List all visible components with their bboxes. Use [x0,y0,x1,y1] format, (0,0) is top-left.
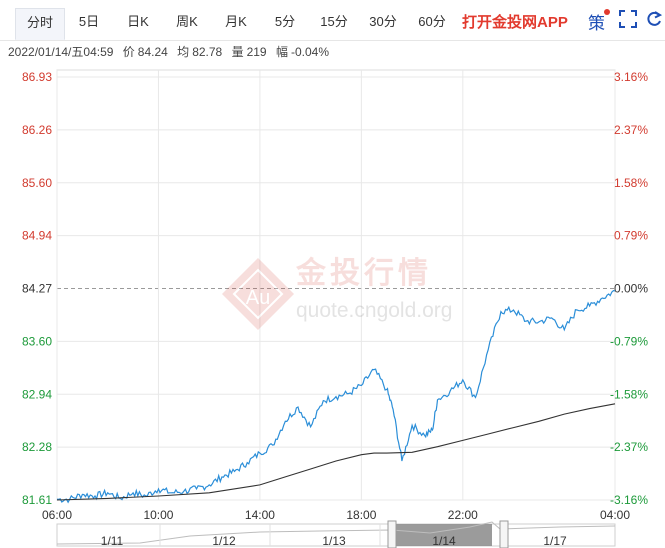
fullscreen-icon[interactable] [619,10,637,28]
watermark-logo-icon: Au [222,258,294,330]
navigator-date-label: 1/12 [212,534,236,548]
chart-series [56,289,616,504]
price-line [56,289,616,504]
chart-axes: 86.93 3.16% 86.26 2.37% 85.60 1.58% 84.94 0.79%… [22,70,648,522]
volume-label: 量 [231,45,244,59]
x-tick-label: 18:00 [346,508,376,522]
volume-value: 219 [246,45,267,59]
refresh-icon[interactable] [645,9,663,29]
open-app-link[interactable]: 打开金投网APP [462,14,568,31]
tab-30-min[interactable]: 30分 [369,14,397,29]
y-tick-label-left: 83.60 [22,334,52,348]
navigator-sparkline [56,521,616,545]
navigator-date-label: 1/13 [322,534,346,548]
y-tick-label-left: 86.93 [22,70,52,84]
navigator-selected-range [392,524,492,546]
y-tick-label-right: -0.79% [610,334,648,348]
y-tick-label-left: 85.60 [22,176,52,190]
x-tick-label: 06:00 [42,508,72,522]
tab-weekly-k[interactable]: 周K [176,14,198,29]
tab-5-min[interactable]: 5分 [274,14,296,29]
x-tick-label: 14:00 [245,508,275,522]
avg-label: 均 [177,45,190,59]
y-tick-label-right: -1.58% [610,387,648,401]
navigator-right-handle [499,520,509,548]
y-tick-label-right: 0.00% [614,282,648,296]
y-tick-label-right: 3.16% [614,70,648,84]
y-tick-label-left: 84.94 [22,229,52,243]
change-value: -0.04% [290,45,329,59]
range-navigator: 1/11 1/12 1/13 1/14 1/17 [56,520,616,548]
y-tick-label-left: 86.26 [22,123,52,137]
chart-grid [56,69,616,501]
y-tick-label-right: -2.37% [610,440,648,454]
notification-dot [604,9,610,15]
watermark-logo-text: Au [246,287,270,309]
navigator-left-handle [387,520,397,548]
navigator-date-label: 1/17 [543,534,567,548]
quote-info-bar: 2022/01/14/五04:59 价 84.24 均 82.78 量 219 幅 -0… [8,43,335,60]
navigator-date-label: 1/11 [101,534,124,548]
watermark: Au 金投行情 quote.cngold.org [222,256,452,330]
tab-intraday[interactable]: 分时 [15,8,65,40]
y-tick-label-right: 0.79% [614,229,648,243]
y-tick-label-left: 84.27 [22,282,52,296]
price-value: 84.24 [137,45,168,59]
tab-5-day[interactable]: 5日 [78,14,100,29]
price-label: 价 [122,45,135,59]
y-tick-label-right: 2.37% [614,123,648,137]
x-tick-label: 22:00 [448,508,478,522]
average-line [56,403,616,501]
tab-daily-k[interactable]: 日K [127,14,149,29]
navigator-date-label: 1/14 [432,534,456,548]
y-tick-label-right: 1.58% [614,176,648,190]
watermark-brand: 金投行情 [295,256,432,291]
y-tick-label-left: 82.28 [22,440,52,454]
y-tick-label-right: -3.16% [610,493,648,507]
tab-monthly-k[interactable]: 月K [225,14,247,29]
x-tick-label: 10:00 [143,508,173,522]
quote-datetime: 2022/01/14/五04:59 [8,45,114,59]
tab-15-min[interactable]: 15分 [320,14,348,29]
y-tick-label-left: 81.61 [22,493,52,507]
strategy-button[interactable]: 策 [588,14,605,33]
change-label: 幅 [275,45,288,59]
watermark-url: quote.cngold.org [296,299,452,322]
period-tabs: 分时 5日 日K 周K 月K 5分 15分 30分 60分 打开金投网APP 策 [0,0,665,41]
y-tick-label-left: 82.94 [22,387,52,401]
avg-value: 82.78 [192,45,223,59]
x-tick-label: 04:00 [600,508,630,522]
tab-60-min[interactable]: 60分 [418,14,446,29]
